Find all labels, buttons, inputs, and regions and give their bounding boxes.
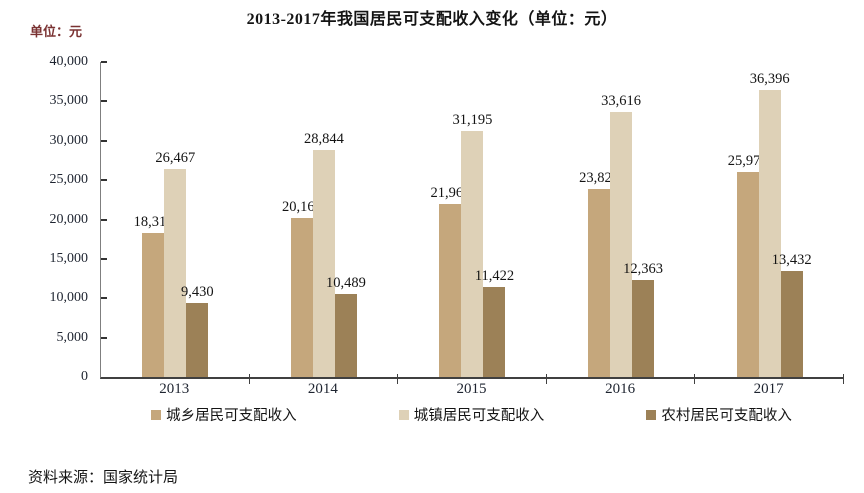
legend-swatch-icon xyxy=(646,409,657,420)
chart-title: 2013-2017年我国居民可支配收入变化（单位：元） xyxy=(246,11,618,28)
bar-group-2014: 20,167 28,844 10,489 xyxy=(250,62,399,377)
y-axis-tick xyxy=(101,257,107,260)
legend-label: 农村居民可支配收入 xyxy=(661,408,792,424)
bar-value-label: 25,974 xyxy=(727,153,768,170)
legend-swatch-icon xyxy=(151,409,162,420)
legend: 城乡居民可支配收入 城镇居民可支配收入 农村居民可支配收入 xyxy=(100,404,843,425)
y-axis-tick-label: 10,000 xyxy=(49,290,89,306)
bar-series2-2014: 28,844 xyxy=(304,131,344,377)
x-axis-label-2016: 2016 xyxy=(605,381,636,397)
x-axis-labels: 2013 2014 2015 2016 2017 xyxy=(100,381,843,398)
x-axis-label-2013: 2013 xyxy=(159,381,190,397)
bar-series1-2017: 25,974 xyxy=(728,153,768,377)
bar-value-label: 10,489 xyxy=(325,275,366,292)
bar-series1-2015: 21,966 xyxy=(431,185,470,377)
x-axis-label-2014: 2014 xyxy=(307,381,338,397)
y-axis-tick xyxy=(101,297,107,300)
y-axis-tick-label: 25,000 xyxy=(49,172,89,188)
legend-swatch-icon xyxy=(398,409,409,420)
x-axis-tick xyxy=(397,374,399,384)
y-axis-tick-label: 20,000 xyxy=(49,211,89,227)
bar-series1-2013: 18,311 xyxy=(134,214,173,377)
bar-group-2015: 21,966 31,195 11,422 xyxy=(398,62,547,377)
y-axis-tick xyxy=(101,100,107,103)
bar-series2-2016: 33,616 xyxy=(601,93,641,377)
bar-series3-2016: 12,363 xyxy=(623,261,663,377)
bar-series3-2014: 10,489 xyxy=(326,275,366,377)
bar-series1-2016: 23,821 xyxy=(579,170,619,377)
plot-area: 18,311 26,467 9,430 20,167 28,844 10,489 21,96… xyxy=(100,61,844,384)
bar-series2-2017: 36,396 xyxy=(750,71,790,377)
x-axis-tick xyxy=(248,374,250,384)
x-axis-label-2015: 2015 xyxy=(456,381,487,397)
legend-item-3: 农村居民可支配收入 xyxy=(646,404,792,425)
y-axis-tick-label: 5,000 xyxy=(56,329,89,345)
bar-value-label: 23,821 xyxy=(579,170,620,187)
legend-item-1: 城乡居民可支配收入 xyxy=(151,404,297,425)
bar-series1-2014: 20,167 xyxy=(282,199,322,377)
y-axis-labels: 0 5,000 10,000 15,000 20,000 25,000 30,000 35,0… xyxy=(0,54,89,384)
y-axis-tick-label: 30,000 xyxy=(49,132,89,148)
bar-value-label: 12,363 xyxy=(623,260,664,277)
y-axis-tick-label: 0 xyxy=(81,369,88,384)
x-axis-tick xyxy=(843,374,844,384)
y-axis-tick-label: 35,000 xyxy=(49,93,89,109)
bar-value-label: 13,432 xyxy=(771,252,812,269)
bar-series2-2015: 31,195 xyxy=(453,112,492,377)
bar-value-label: 11,422 xyxy=(474,268,515,285)
x-axis-label-2017: 2017 xyxy=(753,381,784,397)
bar-group-2016: 23,821 33,616 12,363 xyxy=(547,62,696,377)
bar-value-label: 36,396 xyxy=(749,71,790,88)
bar-value-label: 18,311 xyxy=(133,213,173,230)
bar-series3-2013: 9,430 xyxy=(181,284,214,377)
bar-value-label: 26,467 xyxy=(155,149,196,166)
bar-value-label: 28,844 xyxy=(303,130,344,147)
bar-group-2017: 25,974 36,396 13,432 xyxy=(695,62,844,377)
source-note: 资料来源：国家统计局 xyxy=(28,470,179,486)
y-axis-tick-label: 15,000 xyxy=(49,250,89,266)
y-axis-tick xyxy=(101,139,107,142)
bar-series3-2015: 11,422 xyxy=(475,268,514,377)
legend-label: 城镇居民可支配收入 xyxy=(413,408,545,424)
bar-value-label: 20,167 xyxy=(281,199,322,216)
bar-value-label: 33,616 xyxy=(601,93,642,110)
bar-value-label: 31,195 xyxy=(452,112,493,129)
bars-area: 18,311 26,467 9,430 20,167 28,844 10,489 21,96… xyxy=(101,62,844,377)
legend-label: 城乡居民可支配收入 xyxy=(166,408,297,424)
y-axis-tick xyxy=(101,218,107,221)
bar-value-label: 21,966 xyxy=(430,185,471,202)
y-axis-tick xyxy=(101,61,107,63)
bar-series2-2013: 26,467 xyxy=(155,150,195,377)
bar-series3-2017: 13,432 xyxy=(772,252,812,377)
bar-group-2013: 18,311 26,467 9,430 xyxy=(101,62,250,377)
legend-item-2: 城镇居民可支配收入 xyxy=(398,404,545,425)
x-axis-tick xyxy=(545,374,547,384)
unit-label: 单位：元 xyxy=(30,24,83,39)
y-axis-tick xyxy=(101,179,107,182)
bar-value-label: 9,430 xyxy=(180,283,214,300)
y-axis-tick xyxy=(101,336,107,339)
y-axis-tick-label: 40,000 xyxy=(49,54,89,69)
x-axis-tick xyxy=(694,374,696,384)
